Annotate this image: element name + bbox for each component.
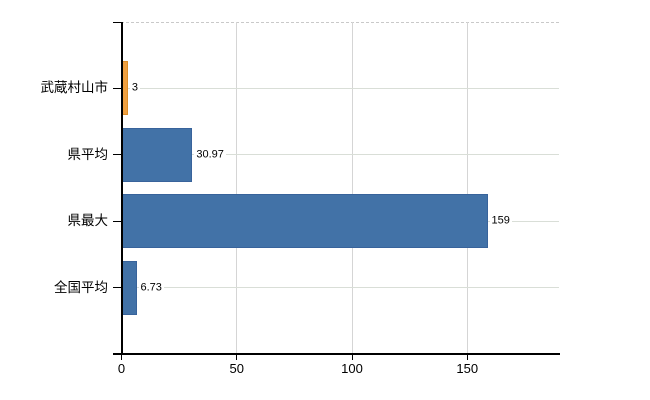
x-axis-tick-label: 0 — [117, 361, 126, 376]
x-axis-tick — [121, 354, 122, 360]
bar-県最大 — [121, 194, 488, 249]
bar-県平均 — [121, 127, 193, 182]
value-label: 159 — [489, 214, 512, 228]
category-tick — [113, 154, 121, 156]
x-axis-tick — [351, 354, 353, 360]
row-guide-line — [121, 154, 559, 156]
gridline-x-50 — [236, 22, 238, 354]
x-axis-tick — [236, 354, 238, 360]
x-axis-tick-label: 100 — [341, 361, 363, 376]
category-label: 武蔵村山市 — [40, 80, 109, 96]
x-axis-line — [113, 353, 560, 355]
category-tick — [113, 87, 121, 89]
y-axis-top-tick — [113, 22, 121, 23]
category-label: 県最大 — [67, 213, 109, 229]
gridline-x-150 — [466, 22, 468, 354]
category-label: 全国平均 — [54, 279, 108, 295]
row-guide-line — [121, 87, 559, 89]
gridline-x-100 — [351, 22, 353, 354]
category-tick — [113, 287, 121, 289]
category-tick — [113, 220, 121, 222]
x-axis-tick — [466, 354, 468, 360]
value-label: 30.97 — [194, 148, 226, 162]
x-axis-tick-label: 50 — [229, 361, 244, 376]
x-axis-tick-label: 150 — [456, 361, 479, 376]
y-axis-line — [121, 22, 123, 354]
plot-area — [121, 22, 559, 354]
value-label: 3 — [129, 81, 141, 95]
value-label: 6.73 — [138, 281, 164, 295]
row-guide-line — [121, 287, 559, 289]
category-label: 県平均 — [67, 146, 109, 162]
bar-全国平均 — [121, 260, 137, 315]
